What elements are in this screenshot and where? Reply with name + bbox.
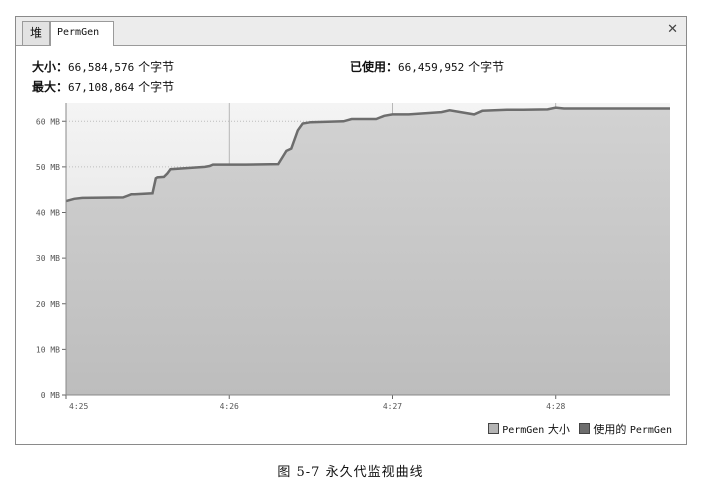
close-icon[interactable]: ✕	[667, 22, 678, 37]
y-tick-label: 50 MB	[36, 163, 60, 172]
x-tick-label: 4:25	[69, 402, 88, 411]
tab-permgen[interactable]: PermGen	[50, 21, 114, 46]
legend: PermGen 大小 使用的 PermGen	[482, 421, 672, 437]
x-tick-label: 4:27	[383, 402, 402, 411]
size-label: 大小：	[32, 60, 69, 74]
legend-size: PermGen 大小	[488, 423, 570, 436]
used-value: 66,459,952	[398, 61, 465, 74]
y-tick-label: 60 MB	[36, 117, 60, 126]
used-label: 已使用：	[350, 60, 399, 74]
legend-size-name: PermGen	[502, 425, 545, 436]
legend-size-swatch	[488, 423, 500, 434]
used-line	[65, 106, 670, 203]
y-tick-label: 0 MB	[41, 391, 60, 400]
x-tick-label: 4:28	[546, 402, 565, 411]
max-info: 最大：67,108,864 个字节	[32, 79, 174, 96]
figure-caption: 图 5-7 永久代监视曲线	[277, 465, 424, 480]
legend-used-name: PermGen	[629, 425, 672, 436]
y-tick-label: 20 MB	[36, 300, 60, 309]
used-unit: 个字节	[468, 60, 505, 74]
y-tick-label: 10 MB	[36, 345, 60, 354]
size-value: 66,584,576	[68, 61, 135, 74]
size-info: 大小：66,584,576 个字节	[32, 59, 174, 76]
size-unit: 个字节	[138, 60, 175, 74]
tab-heap[interactable]: 堆	[22, 21, 50, 45]
max-value: 67,108,864	[68, 81, 135, 94]
used-info: 已使用：66,459,952 个字节	[350, 59, 504, 76]
max-label: 最大：	[32, 80, 69, 94]
legend-size-suffix: 大小	[547, 423, 570, 436]
y-axis: 0 MB 10 MB 20 MB 30 MB 40 MB 50 MB 60 MB	[36, 103, 67, 400]
legend-used: 使用的 PermGen	[579, 423, 672, 436]
x-tick-label: 4:26	[220, 402, 239, 411]
max-unit: 个字节	[138, 80, 175, 94]
legend-used-swatch	[579, 423, 591, 434]
permgen-window: 堆 PermGen ✕ 大小：66,584,576 个字节 最大：67,108,…	[15, 16, 687, 445]
tab-bar: 堆 PermGen ✕	[16, 17, 686, 46]
y-tick-label: 30 MB	[36, 254, 60, 263]
y-tick-label: 40 MB	[36, 209, 60, 218]
used-area	[66, 107, 670, 395]
legend-used-prefix: 使用的	[593, 423, 627, 436]
x-axis: 4:25 4:26 4:27 4:28	[65, 394, 670, 411]
